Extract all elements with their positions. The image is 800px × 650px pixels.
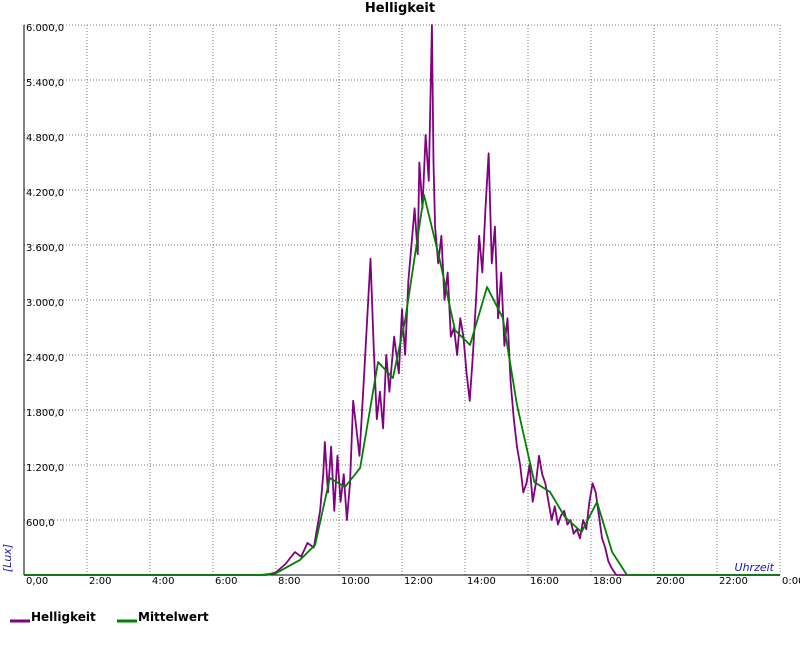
legend-label: Mittelwert [138, 610, 209, 624]
x-tick-label: 6:00 [215, 576, 237, 587]
data-line [24, 24, 780, 576]
y-tick-label: 4.800,0 [26, 133, 64, 144]
x-tick-label: 22:00 [719, 576, 748, 587]
x-tick-label: 14:00 [467, 576, 496, 587]
data-line [24, 194, 780, 576]
legend-label: Helligkeit [31, 610, 96, 624]
x-tick-label: 10:00 [341, 576, 370, 587]
x-tick-label: 16:00 [530, 576, 559, 587]
x-tick-label: 18:00 [593, 576, 622, 587]
x-tick-label: 8:00 [278, 576, 300, 587]
x-tick-label: 12:00 [404, 576, 433, 587]
y-tick-label: 4.200,0 [26, 188, 64, 199]
x-tick-label: 0,00 [26, 576, 48, 587]
x-tick-label: 4:00 [152, 576, 174, 587]
y-tick-label: 600,0 [26, 518, 55, 529]
y-tick-label: 5.400,0 [26, 78, 64, 89]
y-axis-label: [Lux] [1, 544, 14, 572]
x-tick-label: 0:00 [782, 576, 800, 587]
y-tick-label: 3.000,0 [26, 298, 64, 309]
x-tick-label: 20:00 [656, 576, 685, 587]
y-tick-label: 6.000,0 [26, 23, 64, 34]
y-tick-label: 1.800,0 [26, 408, 64, 419]
chart-title: Helligkeit [365, 1, 435, 16]
x-axis-label: Uhrzeit [735, 561, 775, 574]
y-tick-label: 3.600,0 [26, 243, 64, 254]
y-tick-label: 1.200,0 [26, 463, 64, 474]
y-tick-label: 2.400,0 [26, 353, 64, 364]
x-tick-label: 2:00 [89, 576, 111, 587]
